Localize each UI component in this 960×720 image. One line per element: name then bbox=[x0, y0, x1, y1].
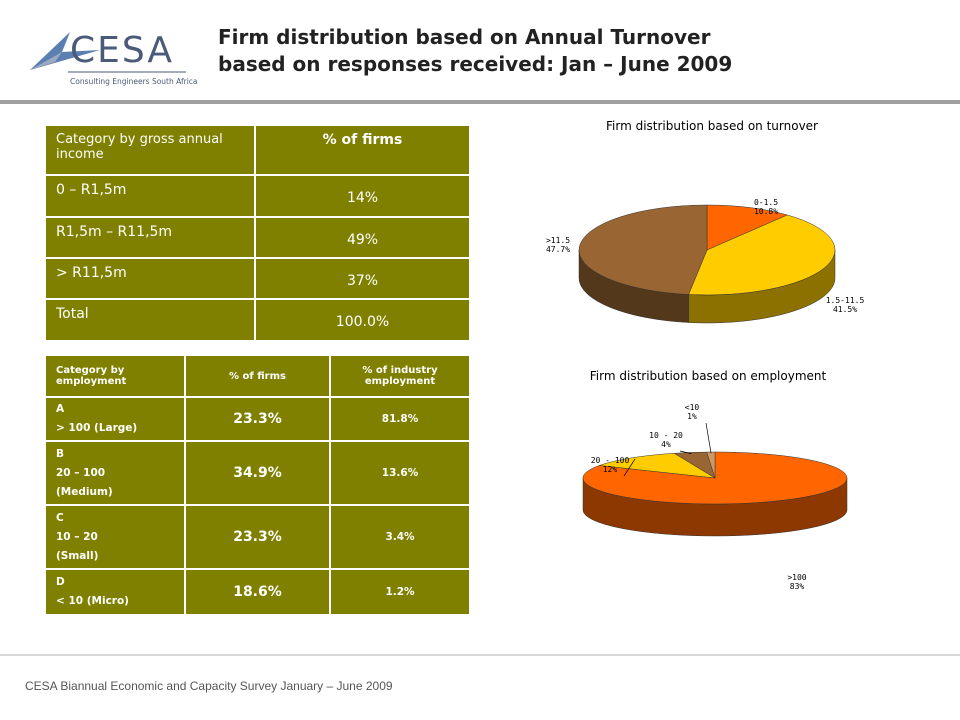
slice-value-label: 41.5% bbox=[833, 305, 857, 314]
table-cell: C 10 – 20 (Small) bbox=[45, 505, 185, 569]
table-cell: 49% bbox=[255, 217, 470, 258]
title-line: Firm distribution based on Annual Turnov… bbox=[218, 25, 711, 49]
table-cell: 81.8% bbox=[330, 397, 470, 441]
table-cell: 100.0% bbox=[255, 299, 470, 341]
slice bbox=[706, 204, 789, 251]
cell-line: C bbox=[56, 511, 64, 524]
slice bbox=[578, 204, 708, 295]
cell-line: 10 – 20 bbox=[56, 530, 98, 543]
slice-value-label: 10.8% bbox=[754, 207, 778, 216]
table-cell: 0 – R1,5m bbox=[45, 175, 255, 217]
table-cell: 13.6% bbox=[330, 441, 470, 505]
cell-line: (Small) bbox=[56, 549, 99, 562]
slice-label: 1.5-11.5 bbox=[826, 296, 865, 305]
slice-value-label: 47.7% bbox=[546, 245, 570, 254]
slice bbox=[599, 453, 716, 479]
slice-label: <10 bbox=[685, 403, 700, 412]
slice-label: 20 - 100 bbox=[591, 456, 630, 465]
table-cell: 3.4% bbox=[330, 505, 470, 569]
table-cell: 1.2% bbox=[330, 569, 470, 615]
logo-tagline: Consulting Engineers South Africa bbox=[70, 77, 198, 86]
table-cell: 37% bbox=[255, 258, 470, 299]
slice-value-label: 1% bbox=[687, 412, 697, 421]
slice-value-label: 12% bbox=[603, 465, 618, 474]
cell-line: 20 – 100 bbox=[56, 466, 106, 479]
footer-text: CESA Biannual Economic and Capacity Surv… bbox=[25, 679, 393, 693]
leader-line bbox=[679, 450, 692, 455]
table-cell: D < 10 (Micro) bbox=[45, 569, 185, 615]
slice-label: >11.5 bbox=[546, 236, 570, 245]
table-cell: R1,5m – R11,5m bbox=[45, 217, 255, 258]
table-header-cell: % of firms bbox=[185, 355, 330, 397]
title-line: based on responses received: Jan – June … bbox=[218, 52, 732, 76]
table-header-cell: Category by employment bbox=[45, 355, 185, 397]
cell-line: < 10 (Micro) bbox=[56, 595, 129, 607]
slice-value-label: 83% bbox=[790, 582, 805, 591]
table-header-cell: % of firms bbox=[255, 125, 470, 175]
leader-line bbox=[705, 422, 712, 454]
table-cell: 23.3% bbox=[185, 397, 330, 441]
table-cell: B 20 – 100 (Medium) bbox=[45, 441, 185, 505]
table-cell: > R11,5m bbox=[45, 258, 255, 299]
slice-value-label: 4% bbox=[661, 440, 671, 449]
table-cell: 34.9% bbox=[185, 441, 330, 505]
table-cell: A > 100 (Large) bbox=[45, 397, 185, 441]
table-cell: 14% bbox=[255, 175, 470, 217]
logo-name: CESA bbox=[70, 30, 174, 71]
slice bbox=[688, 214, 836, 296]
slice bbox=[582, 451, 848, 505]
cell-line: B bbox=[56, 447, 65, 460]
header-rule bbox=[0, 100, 960, 104]
chart-title: Firm distribution based on employment bbox=[590, 369, 827, 383]
table-header-cell: Category by gross annual income bbox=[45, 125, 255, 175]
slice-label: 10 - 20 bbox=[649, 431, 683, 440]
table-cell: 23.3% bbox=[185, 505, 330, 569]
slice-label: 0-1.5 bbox=[754, 198, 778, 207]
table-cell: Total bbox=[45, 299, 255, 341]
cell-line: D bbox=[56, 576, 65, 588]
slice-label: >100 bbox=[787, 573, 806, 582]
cell-line: > 100 (Large) bbox=[56, 422, 138, 434]
table-header-cell: % of industry employment bbox=[330, 355, 470, 397]
logo-mark-shade bbox=[30, 52, 62, 70]
table-cell: 18.6% bbox=[185, 569, 330, 615]
cell-line: (Medium) bbox=[56, 485, 113, 498]
leader-line bbox=[623, 458, 636, 477]
cell-line: A bbox=[56, 403, 65, 415]
chart-title: Firm distribution based on turnover bbox=[606, 119, 818, 133]
